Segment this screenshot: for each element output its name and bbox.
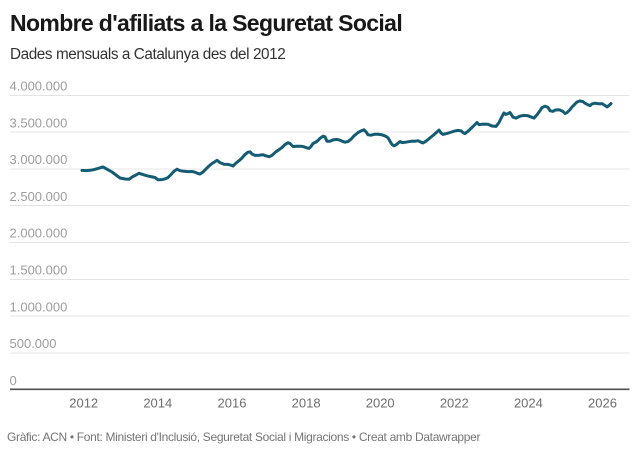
svg-text:0: 0 (10, 373, 17, 388)
svg-text:2022: 2022 (440, 395, 469, 410)
svg-text:500.000: 500.000 (10, 336, 57, 351)
svg-text:2014: 2014 (143, 395, 172, 410)
svg-text:1.500.000: 1.500.000 (10, 263, 68, 278)
svg-text:2024: 2024 (514, 395, 543, 410)
svg-text:2.500.000: 2.500.000 (10, 189, 68, 204)
svg-text:1.000.000: 1.000.000 (10, 299, 68, 314)
svg-text:2026: 2026 (588, 395, 617, 410)
svg-text:2020: 2020 (366, 395, 395, 410)
svg-text:3.000.000: 3.000.000 (10, 152, 68, 167)
svg-text:4.000.000: 4.000.000 (10, 79, 68, 94)
svg-text:3.500.000: 3.500.000 (10, 115, 68, 130)
svg-text:2.000.000: 2.000.000 (10, 226, 68, 241)
svg-text:2012: 2012 (69, 395, 98, 410)
svg-text:2016: 2016 (218, 395, 247, 410)
svg-text:2018: 2018 (292, 395, 321, 410)
